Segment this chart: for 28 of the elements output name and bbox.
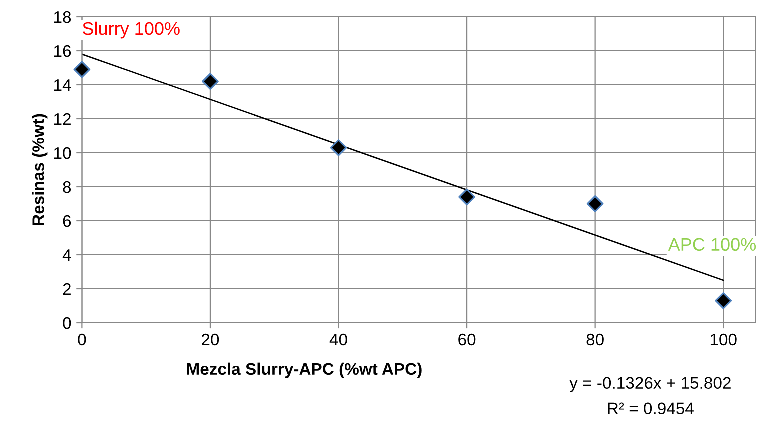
x-tick-label: 60	[458, 334, 476, 346]
y-tick-label: 16	[54, 45, 72, 58]
y-tick-label: 8	[63, 181, 72, 194]
point	[715, 292, 732, 310]
y-tick-label: 0	[63, 317, 72, 330]
x-tick-label: 100	[710, 334, 737, 346]
y-tick-label: 6	[63, 215, 72, 228]
text: R² = 0.9454	[608, 402, 694, 415]
y-tick-label: 12	[54, 113, 71, 126]
x-tick-label: 20	[202, 334, 220, 346]
point	[586, 196, 604, 212]
x-axis-title: Mezcla Slurry-APC (%wt APC)	[187, 362, 422, 378]
annotation: APC 100%	[668, 238, 756, 252]
point	[458, 188, 476, 206]
point	[330, 139, 348, 156]
point	[202, 73, 219, 90]
y-tick-label: 14	[54, 80, 72, 92]
text: y = -0.1326x + 15.802	[570, 377, 731, 392]
annotation: Slurry 100%	[83, 22, 180, 39]
y-axis-title: Resinas (%wt)	[32, 114, 48, 226]
x-tick-label: 40	[330, 334, 348, 346]
y-tick-label: 18	[54, 11, 72, 24]
y-tick-label: 10	[54, 147, 72, 160]
y-tick-label: 4	[62, 250, 72, 262]
x-tick-label: 80	[586, 334, 604, 346]
point	[74, 61, 91, 78]
x-tick-label: 0	[78, 334, 86, 346]
y-tick-label: 2	[63, 283, 71, 296]
